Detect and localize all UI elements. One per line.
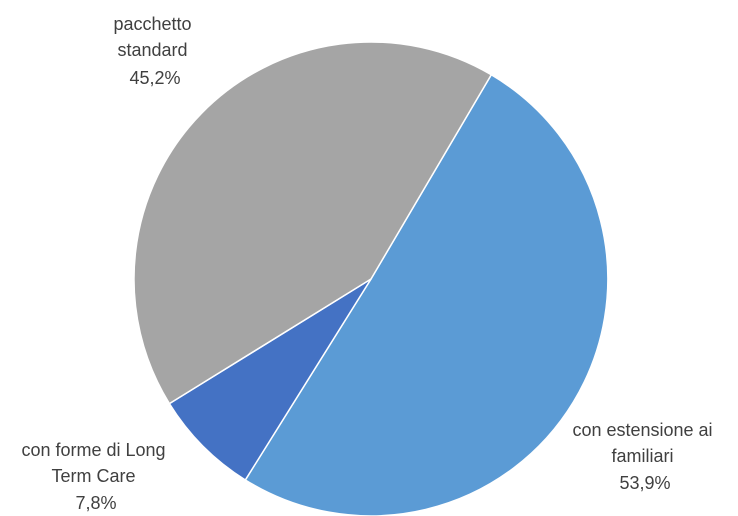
pie-slice-con-estensione-ai-familiari (244, 74, 609, 516)
slice-label-pacchetto-standard: pacchetto standard 45,2% (113, 14, 196, 88)
pie-slice-pacchetto-standard (133, 41, 493, 405)
pie-slice-con-forme-di-long-term-care (168, 278, 372, 481)
pie-slices (133, 41, 609, 516)
slice-label-con-forme-di-long-term-care: con forme di Long Term Care 7,8% (21, 440, 170, 513)
slice-label-con-estensione-ai-familiari: con estensione ai familiari 53,9% (572, 420, 717, 493)
